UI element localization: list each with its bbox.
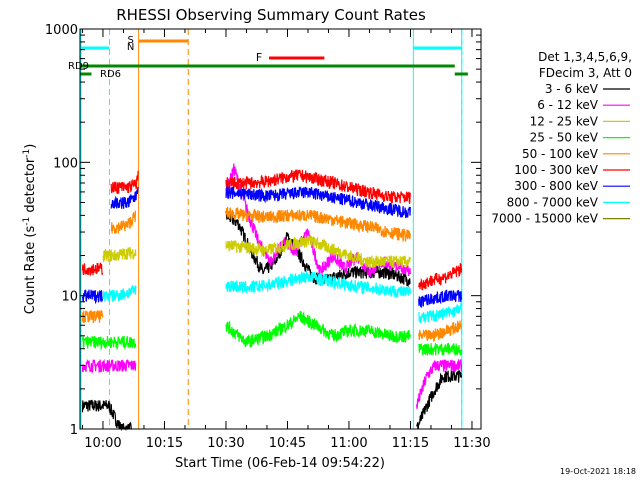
x-tick-label: 11:15 [392,436,429,451]
series-line [225,163,411,277]
x-tick-label: 11:30 [453,436,490,451]
series-line [225,185,411,219]
series-line [102,285,137,302]
x-axis-label: Start Time (06-Feb-14 09:54:22) [175,456,385,471]
series-line [110,210,136,234]
series-4 [81,206,463,343]
annotation-layer: SN F RD9 RD6 [68,29,468,429]
chart-title: RHESSI Observing Summary Count Rates [116,6,426,24]
x-axis: 10:00 10:15 10:30 10:45 11:00 11:15 11:30 [81,29,491,451]
y-axis: 1 10 100 1000 [45,23,481,438]
series-line [418,302,463,324]
series-line [102,246,137,263]
series-2 [102,234,411,269]
x-tick-label: 10:30 [207,436,244,451]
series-line [110,186,139,209]
series-line [81,399,132,432]
series-line [418,263,463,291]
legend-header: Det 1,3,4,5,6,9, [538,50,632,64]
plot-frame [79,28,482,430]
y-tick-label: 1000 [45,23,78,38]
series-1 [81,163,463,409]
legend-entry-label: 300 - 800 keV [514,179,598,193]
series-7 [102,270,463,324]
flare-label: F [256,51,262,64]
x-tick-label: 11:00 [330,436,367,451]
y-axis-label-end: ) [23,144,38,149]
series-3 [81,310,463,356]
legend-entry-label: 100 - 300 keV [514,163,598,177]
night-label: N [127,42,134,53]
y-axis-label: Count Rate (s-1 detector-1) [22,144,38,315]
series-line [416,359,463,409]
series-5 [81,169,463,291]
series-line [81,335,137,351]
legend-entry-label: 3 - 6 keV [545,82,599,96]
series-line [225,270,411,298]
series-line [418,289,463,308]
y-axis-label-mid: detector [23,157,38,217]
legend-entry-label: 7000 - 15000 keV [491,212,598,226]
series-line [225,310,411,348]
series-line [225,234,411,269]
rd6-label: RD6 [100,69,121,80]
series-line [418,342,463,356]
series-line [81,262,104,277]
y-tick-label: 100 [53,156,78,171]
legend-entry-label: 50 - 100 keV [522,147,599,161]
series-line [225,206,411,243]
series-line [81,289,104,305]
legend-entry-label: 6 - 12 keV [537,98,599,112]
y-axis-label-main: Count Rate (s [23,226,38,315]
y-tick-label: 1 [70,423,78,438]
series-line [81,310,104,324]
series-layer [81,163,463,432]
legend-entry-label: 25 - 50 keV [530,131,599,145]
series-line [225,169,411,205]
rd9-label: RD9 [68,61,89,72]
series-line [110,170,139,194]
legend-entry-label: 800 - 7000 keV [507,195,599,209]
series-line [416,370,463,430]
y-axis-label-sup2: -1 [22,149,32,158]
y-tick-label: 10 [61,290,78,305]
x-tick-label: 10:45 [269,436,306,451]
x-tick-label: 10:15 [146,436,183,451]
legend-header: FDecim 3, Att 0 [539,66,632,80]
series-line [81,358,137,374]
footer-timestamp: 19-Oct-2021 18:18 [560,467,636,476]
saa-label: S [127,35,133,46]
x-tick-label: 10:00 [84,436,121,451]
series-6 [81,185,463,308]
legend-entry-label: 12 - 25 keV [530,114,599,128]
y-axis-label-sup1: -1 [22,217,32,226]
series-0 [81,210,463,432]
series-line [418,320,463,343]
legend: Det 1,3,4,5,6,9, FDecim 3, Att 0 3 - 6 keV… [491,50,632,226]
